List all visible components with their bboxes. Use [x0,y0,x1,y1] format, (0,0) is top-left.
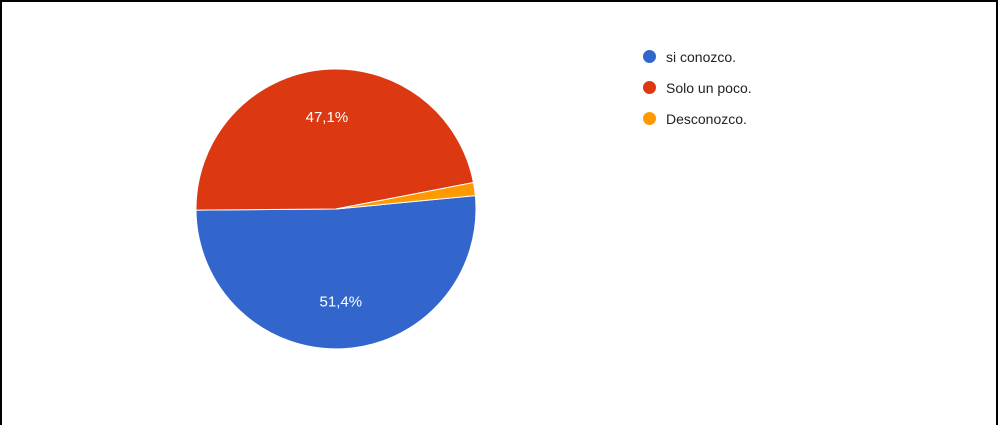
legend-swatch-icon [643,50,656,63]
pie-slice-2 [195,68,475,211]
legend-item-3: Desconozco. [643,109,863,128]
legend-label: Solo un poco. [666,79,752,96]
chart-legend: si conozco. Solo un poco. Desconozco. [643,47,863,140]
pie-labels: 51,4% 47,1% [306,109,362,310]
legend-item-2: Solo un poco. [643,78,863,97]
pie-slice-1 [195,195,477,350]
legend-label: Desconozco. [666,110,747,127]
legend-swatch-icon [643,81,656,94]
pie-slice-3 [335,181,476,210]
legend-item-1: si conozco. [643,47,863,66]
legend-swatch-icon [643,112,656,125]
legend-label: si conozco. [666,48,737,65]
slice-label-1: 51,4% [320,293,363,310]
pie-slices [195,68,477,350]
slice-label-2: 47,1% [306,109,349,126]
